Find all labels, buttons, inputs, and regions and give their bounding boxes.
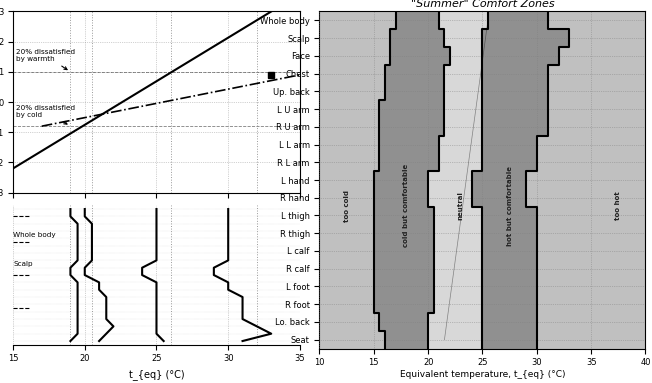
Title: "Summer" Comfort Zones: "Summer" Comfort Zones	[411, 0, 554, 9]
Text: Whole body: Whole body	[13, 232, 55, 238]
Text: 20% dissatisfied
by cold: 20% dissatisfied by cold	[16, 105, 75, 124]
Text: cold but comfortable: cold but comfortable	[404, 164, 409, 247]
Text: 20% dissatisfied
by warmth: 20% dissatisfied by warmth	[16, 49, 75, 70]
Text: too hot: too hot	[615, 192, 621, 220]
Text: Scalp: Scalp	[13, 261, 33, 267]
Text: too cold: too cold	[344, 190, 349, 222]
X-axis label: t_{eq} (°C): t_{eq} (°C)	[128, 369, 185, 380]
Text: hot but comfortable: hot but comfortable	[507, 166, 512, 246]
Text: neutral: neutral	[458, 191, 464, 220]
X-axis label: Equivalent temperature, t_{eq} (°C): Equivalent temperature, t_{eq} (°C)	[400, 370, 565, 379]
